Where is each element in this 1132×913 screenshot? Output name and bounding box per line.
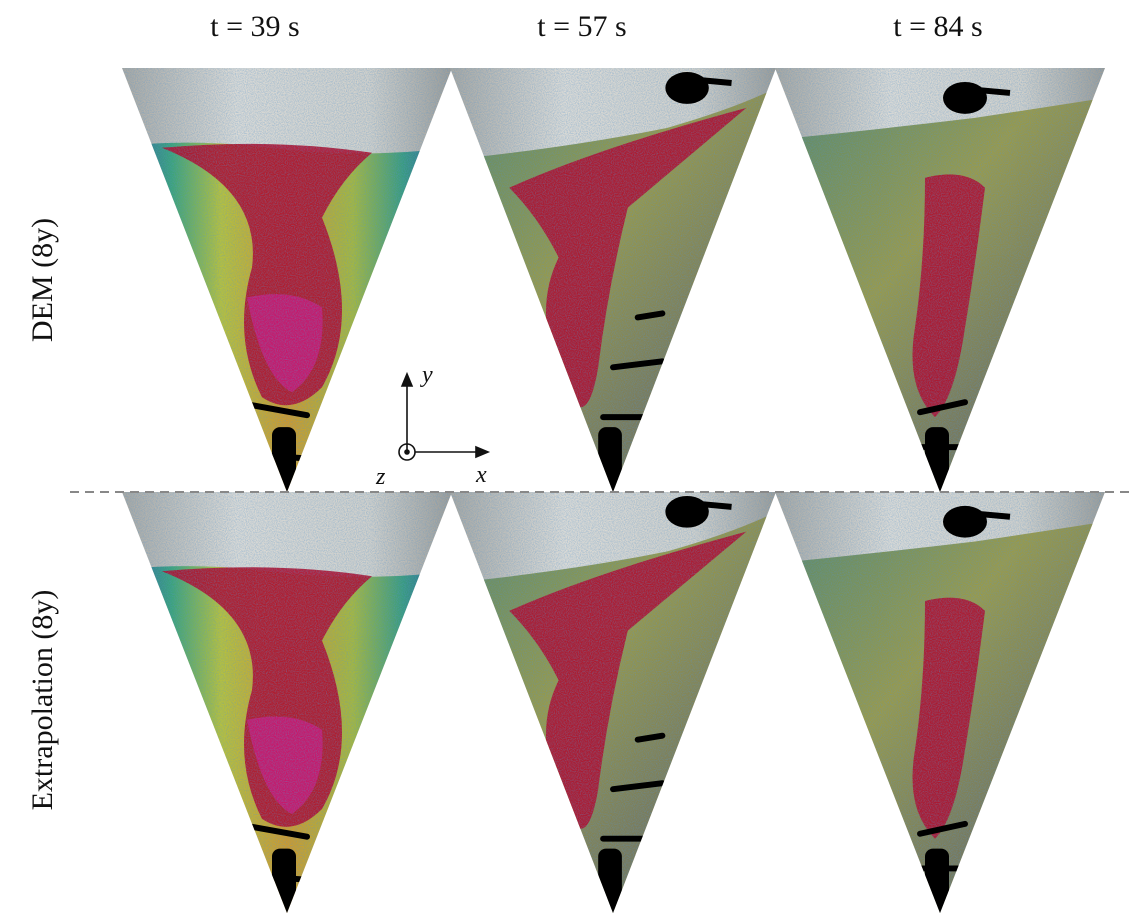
row-label: Extrapolation (8y) [26, 590, 59, 811]
axis-label: x [475, 462, 487, 488]
column-title: t = 84 s [893, 10, 982, 43]
agitator-blade [610, 780, 666, 793]
agitator-blade [249, 402, 310, 419]
agitator-shaft [272, 427, 296, 492]
hopper [775, 68, 1105, 492]
hopper [775, 492, 1105, 913]
agitator-shaft [598, 848, 622, 913]
hopper [122, 492, 452, 913]
agitator-blade [954, 84, 1011, 96]
cone-panel [775, 492, 1105, 913]
hopper [450, 492, 776, 913]
agitator-blade [676, 74, 732, 86]
row-label: DEM (8y) [26, 218, 59, 342]
agitator-blade [249, 823, 310, 840]
agitator-blade [676, 498, 732, 510]
agitator-blade [610, 358, 666, 371]
agitator-shaft [925, 427, 949, 492]
axis-label: z [375, 464, 386, 490]
axis-glyph [398, 371, 491, 461]
cone-panel [775, 68, 1105, 492]
cone-panel [450, 492, 776, 913]
column-title: t = 39 s [210, 10, 299, 43]
simulation-panels [122, 68, 1105, 913]
agitator-shaft [598, 427, 622, 492]
agitator-blade [634, 310, 666, 321]
cone-panel [122, 492, 452, 913]
agitator-blade [917, 820, 968, 837]
agitator-blade [634, 732, 666, 743]
agitator-blade [917, 399, 968, 416]
agitator-shaft [925, 848, 949, 913]
axis-label: y [420, 362, 433, 388]
cone-panel [122, 68, 452, 492]
column-title: t = 57 s [537, 10, 626, 43]
hopper [122, 68, 452, 492]
agitator-blade [954, 508, 1011, 520]
agitator-blade [254, 452, 320, 463]
hopper [450, 68, 777, 492]
cone-panel [450, 68, 777, 492]
agitator-blade [254, 873, 320, 884]
